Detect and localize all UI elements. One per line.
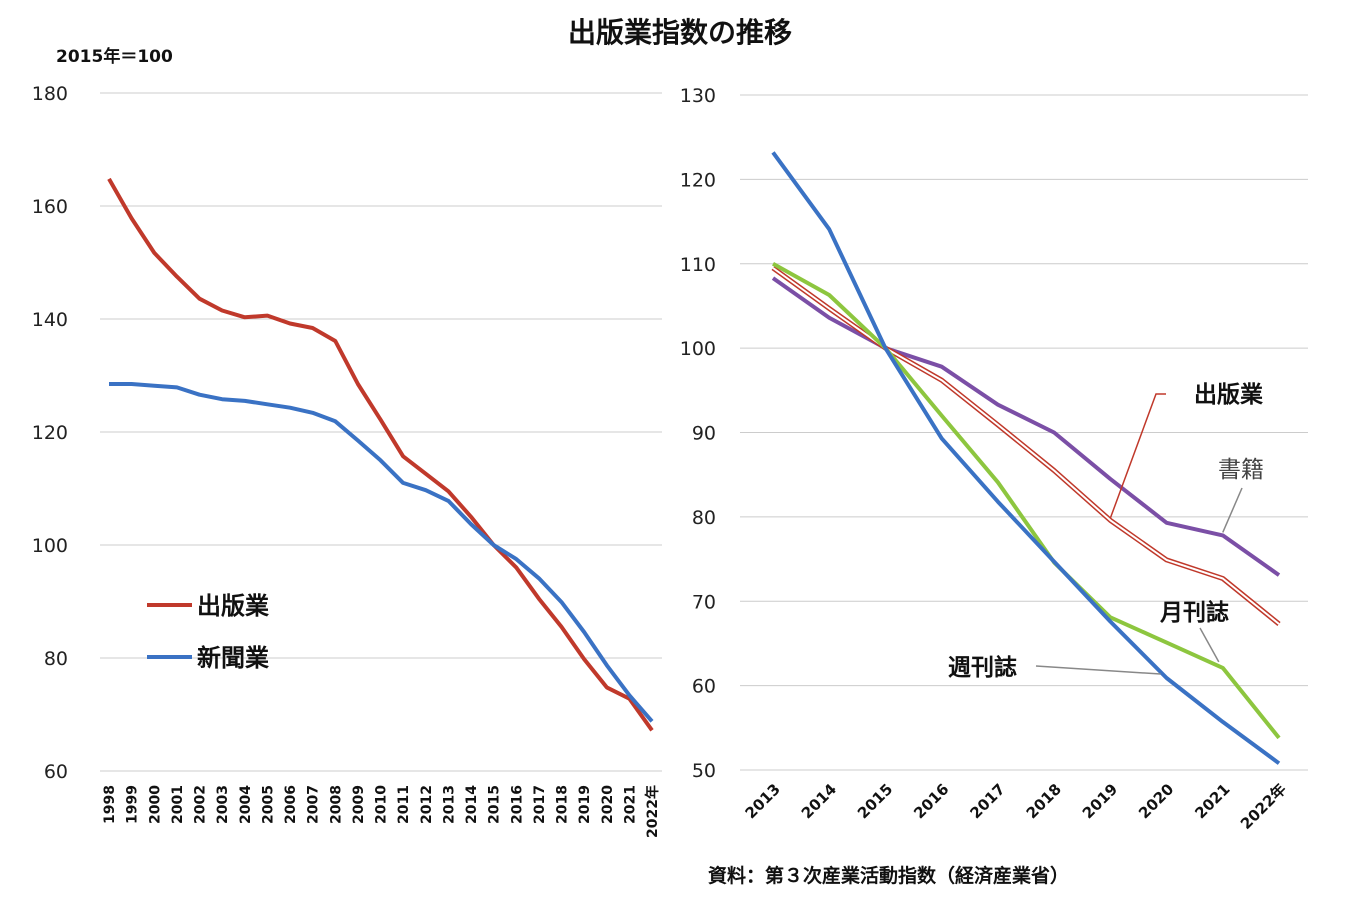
right-y-tick-label: 50 xyxy=(692,760,716,782)
right-series-line-0 xyxy=(771,276,1281,577)
annotation-monthly: 月刊誌 xyxy=(1159,599,1229,626)
right-y-tick-label: 90 xyxy=(692,423,716,445)
left-x-tick-label: 2000 xyxy=(147,785,163,824)
right-chart: 50 60 70 80 90 100 110 120 130 2013 2014 2015 2016 20… xyxy=(680,85,1308,833)
right-x-tick-label: 2018 xyxy=(1023,780,1065,822)
left-y-tick-label: 140 xyxy=(32,309,68,331)
left-x-tick-label: 2016 xyxy=(509,785,525,824)
right-x-tick-label: 2021 xyxy=(1191,780,1233,822)
leader-publishing xyxy=(1109,393,1166,519)
legend-label-0: 出版業 xyxy=(197,592,269,620)
annotation-weekly: 週刊誌 xyxy=(948,654,1017,681)
left-x-tick-label: 2012 xyxy=(419,785,435,824)
right-x-tick-label: 2013 xyxy=(742,780,784,822)
leader-books xyxy=(1222,487,1243,533)
left-x-tick-label: 2003 xyxy=(215,785,231,824)
left-x-tick-label: 1998 xyxy=(102,785,118,824)
source-note: 資料：第３次産業活動指数（経済産業省） xyxy=(708,864,1069,887)
right-x-tick-label: 2016 xyxy=(910,780,952,822)
left-x-tick-label: 1999 xyxy=(125,785,141,824)
left-x-tick-label: 2020 xyxy=(600,785,616,824)
left-x-tick-label: 2001 xyxy=(170,785,186,824)
left-x-tick-label: 2014 xyxy=(464,785,480,824)
right-series-line-2 xyxy=(772,262,1281,740)
right-y-tick-label: 80 xyxy=(692,507,716,529)
left-x-tick-label: 2019 xyxy=(577,785,593,824)
right-x-tick-label: 2017 xyxy=(966,780,1008,822)
left-x-tick-label: 2006 xyxy=(283,785,299,824)
left-x-tick-label: 2002 xyxy=(193,785,209,824)
chart-title: 出版業指数の推移 xyxy=(568,16,792,49)
leader-monthly xyxy=(1199,627,1220,663)
left-x-tick-label: 2007 xyxy=(306,785,322,824)
left-y-tick-label: 60 xyxy=(44,761,68,783)
right-x-tick-label: 2015 xyxy=(854,780,896,822)
right-y-tick-label: 70 xyxy=(692,591,716,613)
right-y-tick-label: 120 xyxy=(680,169,716,191)
left-x-tick-label: 2011 xyxy=(396,785,412,824)
legend-label-1: 新聞業 xyxy=(197,644,269,672)
right-y-tick-label: 100 xyxy=(680,338,716,360)
left-x-tick-label: 2017 xyxy=(532,785,548,824)
left-y-tick-label: 160 xyxy=(32,196,68,218)
left-y-tick-label: 120 xyxy=(32,422,68,444)
left-chart: 60 80 100 120 140 160 180 1998 1999 2000 2001 2002 2… xyxy=(32,83,662,838)
right-y-tick-label: 110 xyxy=(680,254,716,276)
right-series-line-3 xyxy=(771,151,1281,765)
left-x-tick-label: 2005 xyxy=(260,785,276,824)
annotation-publishing: 出版業 xyxy=(1194,381,1264,408)
left-y-tick-label: 100 xyxy=(32,535,68,557)
right-y-tick-label: 130 xyxy=(680,85,716,107)
left-y-tick-label: 80 xyxy=(44,648,68,670)
left-series-line-0 xyxy=(107,177,654,732)
leader-weekly xyxy=(1035,665,1161,675)
right-y-tick-label: 60 xyxy=(692,676,716,698)
left-x-tick-label: 2021 xyxy=(622,785,638,824)
left-x-tick-label: 2022年 xyxy=(644,785,661,838)
left-x-tick-label: 2010 xyxy=(374,785,390,824)
left-x-tick-label: 2008 xyxy=(328,785,344,824)
left-x-tick-label: 2013 xyxy=(441,785,457,824)
right-x-tick-label: 2019 xyxy=(1079,780,1121,822)
left-y-tick-label: 180 xyxy=(32,83,68,105)
left-series-line-1 xyxy=(109,382,654,723)
left-x-tick-label: 2018 xyxy=(555,785,571,824)
right-x-tick-label: 2014 xyxy=(798,780,840,822)
unit-note: 2015年＝100 xyxy=(56,46,173,67)
right-x-tick-label: 2022年 xyxy=(1237,780,1290,833)
annotation-books: 書籍 xyxy=(1218,457,1264,483)
left-x-tick-label: 2015 xyxy=(487,785,503,824)
left-x-tick-label: 2004 xyxy=(238,785,254,824)
right-x-tick-label: 2020 xyxy=(1135,780,1177,822)
right-series-line-inner-1 xyxy=(772,267,1280,625)
left-x-tick-label: 2009 xyxy=(351,785,367,824)
